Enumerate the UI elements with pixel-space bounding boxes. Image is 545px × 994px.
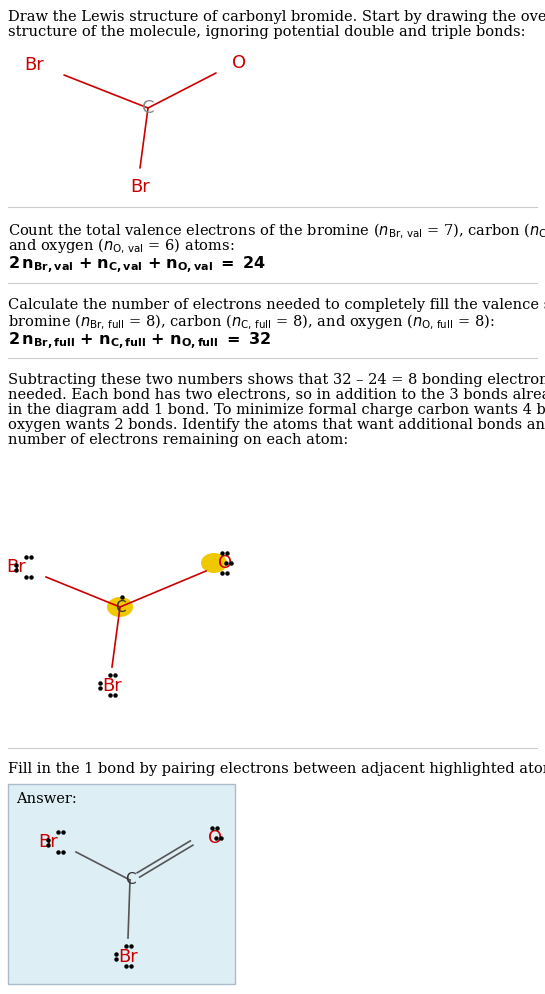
Bar bbox=[8, 784, 235, 984]
Text: Subtracting these two numbers shows that 32 – 24 = 8 bonding electrons are: Subtracting these two numbers shows that… bbox=[8, 373, 545, 387]
Text: $\mathbf{2}\,\mathit{\mathbf{n}}_{\mathbf{Br,full}}\ \mathbf{+}\ \mathit{\mathbf: $\mathbf{2}\,\mathit{\mathbf{n}}_{\mathb… bbox=[8, 331, 271, 352]
Text: O: O bbox=[232, 54, 246, 72]
Ellipse shape bbox=[107, 597, 133, 617]
Text: Answer:: Answer: bbox=[16, 792, 77, 806]
Text: Calculate the number of electrons needed to completely fill the valence shells f: Calculate the number of electrons needed… bbox=[8, 298, 545, 312]
Text: Br: Br bbox=[118, 948, 138, 966]
Text: $\mathbf{2}\,\mathit{\mathbf{n}}_{\mathbf{Br,val}}\ \mathbf{+}\ \mathit{\mathbf{: $\mathbf{2}\,\mathit{\mathbf{n}}_{\mathb… bbox=[8, 255, 266, 276]
Text: C: C bbox=[142, 99, 154, 117]
Text: Fill in the 1 bond by pairing electrons between adjacent highlighted atoms:: Fill in the 1 bond by pairing electrons … bbox=[8, 762, 545, 776]
Text: Count the total valence electrons of the bromine ($\mathit{n}_{\rm Br,\,val}$ = : Count the total valence electrons of the… bbox=[8, 222, 545, 242]
Text: C: C bbox=[125, 873, 135, 888]
Text: Br: Br bbox=[6, 558, 26, 576]
Text: structure of the molecule, ignoring potential double and triple bonds:: structure of the molecule, ignoring pote… bbox=[8, 25, 525, 39]
Text: oxygen wants 2 bonds. Identify the atoms that want additional bonds and the: oxygen wants 2 bonds. Identify the atoms… bbox=[8, 418, 545, 432]
Text: needed. Each bond has two electrons, so in addition to the 3 bonds already prese: needed. Each bond has two electrons, so … bbox=[8, 388, 545, 402]
Text: Br: Br bbox=[102, 677, 122, 695]
Text: Br: Br bbox=[38, 833, 58, 851]
Text: number of electrons remaining on each atom:: number of electrons remaining on each at… bbox=[8, 433, 348, 447]
Text: O: O bbox=[208, 829, 222, 847]
Text: bromine ($\mathit{n}_{\rm Br,\,full}$ = 8), carbon ($\mathit{n}_{\rm C,\,full}$ : bromine ($\mathit{n}_{\rm Br,\,full}$ = … bbox=[8, 313, 494, 332]
Ellipse shape bbox=[201, 553, 227, 573]
Text: C: C bbox=[114, 599, 125, 614]
Text: in the diagram add 1 bond. To minimize formal charge carbon wants 4 bonds and: in the diagram add 1 bond. To minimize f… bbox=[8, 403, 545, 417]
Text: O: O bbox=[218, 554, 232, 572]
Text: Br: Br bbox=[24, 56, 44, 74]
Text: Draw the Lewis structure of carbonyl bromide. Start by drawing the overall: Draw the Lewis structure of carbonyl bro… bbox=[8, 10, 545, 24]
Text: and oxygen ($\mathit{n}_{\rm O,\,val}$ = 6) atoms:: and oxygen ($\mathit{n}_{\rm O,\,val}$ =… bbox=[8, 237, 234, 256]
Text: Br: Br bbox=[130, 178, 150, 196]
